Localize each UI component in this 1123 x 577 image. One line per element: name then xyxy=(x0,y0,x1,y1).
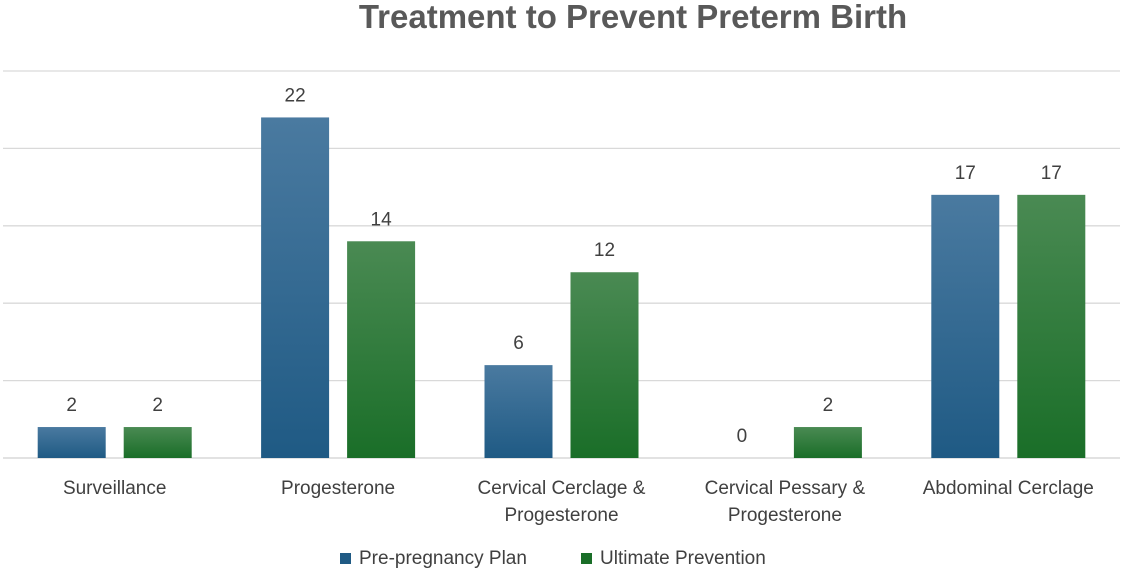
legend-item[interactable]: Pre-pregnancy Plan xyxy=(340,548,527,569)
bar-ultimate-prevention xyxy=(123,427,192,458)
category-label: Progesterone xyxy=(504,505,618,526)
data-label: 22 xyxy=(285,85,306,106)
bar-pre-pregnancy-plan xyxy=(261,117,330,458)
data-label: 17 xyxy=(955,163,976,184)
bar-pre-pregnancy-plan xyxy=(931,194,1000,458)
legend-item[interactable]: Ultimate Prevention xyxy=(581,548,766,569)
bar-pre-pregnancy-plan xyxy=(37,427,106,458)
data-label: 6 xyxy=(513,333,524,354)
data-label: 0 xyxy=(737,426,748,447)
legend-label: Pre-pregnancy Plan xyxy=(359,548,527,569)
legend-swatch xyxy=(581,553,592,564)
category-label: Abdominal Cerclage xyxy=(923,478,1094,499)
data-label: 17 xyxy=(1041,163,1062,184)
legend[interactable]: Pre-pregnancy Plan Ultimate Prevention xyxy=(340,548,766,569)
data-label: 2 xyxy=(152,395,163,416)
bar-ultimate-prevention xyxy=(570,272,639,458)
data-label: 12 xyxy=(594,240,615,261)
data-label: 14 xyxy=(371,209,393,230)
bar-ultimate-prevention xyxy=(793,427,862,458)
legend-swatch xyxy=(340,553,351,564)
bar-pre-pregnancy-plan xyxy=(484,365,553,458)
category-label: Progesterone xyxy=(281,478,395,499)
legend-label: Ultimate Prevention xyxy=(600,548,766,569)
chart-title: Treatment to Prevent Preterm Birth xyxy=(359,0,907,35)
category-label: Surveillance xyxy=(63,478,167,499)
bar-ultimate-prevention xyxy=(1017,194,1086,458)
data-label: 2 xyxy=(66,395,77,416)
category-labels: Surveillance Progesterone Cervical Cerclag… xyxy=(63,478,1094,526)
bar-ultimate-prevention xyxy=(347,241,416,458)
category-label: Cervical Pessary & xyxy=(705,478,866,499)
bars xyxy=(37,117,1086,458)
category-label: Progesterone xyxy=(728,505,842,526)
category-label: Cervical Cerclage & xyxy=(478,478,646,499)
data-label: 2 xyxy=(823,395,834,416)
